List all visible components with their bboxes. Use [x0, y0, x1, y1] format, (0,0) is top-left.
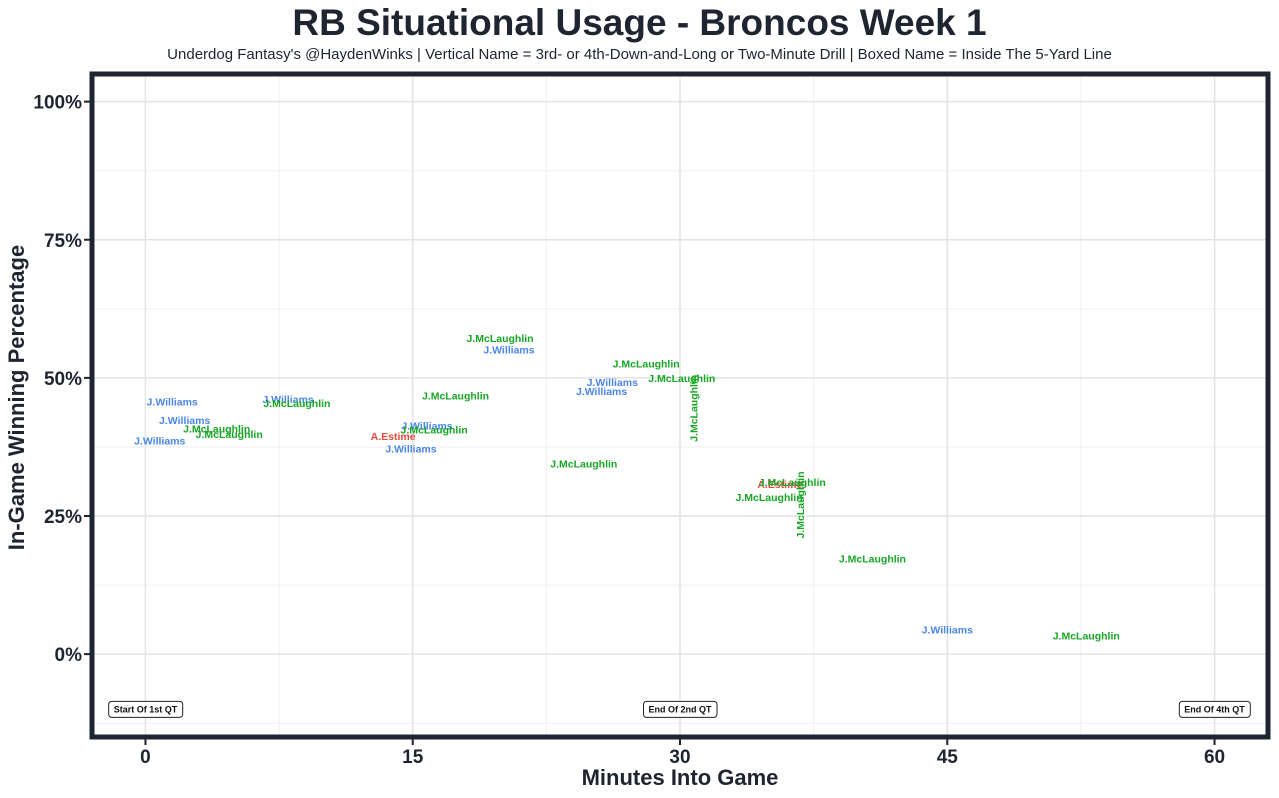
player-label-j-williams: J.Williams [385, 444, 436, 456]
player-label-j-mclaughlin: J.McLaughlin [648, 373, 715, 385]
period-marker-box [643, 700, 718, 718]
player-label-j-mclaughlin: J.McLaughlin [263, 398, 330, 410]
player-label-j-williams: J.Williams [401, 420, 452, 432]
player-label-j-mclaughlin: J.McLaughlin [401, 424, 468, 436]
player-label-j-williams: J.Williams [134, 435, 185, 447]
plot-border [89, 71, 1271, 740]
y-tick-label: 75% [44, 231, 82, 252]
period-marker: End Of 4th QT [1178, 700, 1251, 718]
player-label-j-williams: J.Williams [587, 377, 638, 389]
player-label-j-mclaughlin: J.McLaughlin [196, 429, 263, 441]
x-tick-label: 0 [140, 747, 151, 768]
player-label-j-mclaughlin: J.McLaughlin [1053, 630, 1120, 642]
period-marker-box [1178, 700, 1251, 718]
x-axis-ticks: 0 15 30 45 60 [140, 739, 1225, 768]
x-tick-label: 15 [402, 747, 424, 768]
period-marker-label: Start Of 1st QT [114, 704, 178, 714]
player-label-j-mclaughlin: J.McLaughlin [759, 477, 826, 489]
y-tick-label: 0% [55, 645, 83, 666]
period-marker: End Of 2nd QT [643, 700, 718, 718]
player-label-j-mclaughlin: J.McLaughlin [795, 471, 807, 538]
player-label-j-mclaughlin: J.McLaughlin [839, 554, 906, 566]
player-label-j-williams: J.Williams [576, 386, 627, 398]
chart-subtitle: Underdog Fantasy's @HaydenWinks | Vertic… [167, 46, 1112, 63]
player-label-a-estime: A.Estime [371, 431, 416, 443]
y-tick-label: 50% [44, 369, 82, 390]
period-marker-box [108, 700, 184, 718]
y-tick-label: 25% [44, 507, 82, 528]
x-tick-label: 45 [937, 747, 959, 768]
player-label-j-mclaughlin: J.McLaughlin [688, 375, 700, 442]
player-label-j-williams: J.Williams [262, 394, 313, 406]
y-tick-label: 100% [33, 93, 82, 114]
player-label-a-estime: A.Estime [757, 479, 802, 491]
period-marker-label: End Of 4th QT [1184, 704, 1245, 714]
chart-title: RB Situational Usage - Broncos Week 1 [292, 2, 987, 43]
player-label-j-williams: J.Williams [147, 397, 198, 409]
y-axis-ticks: 0% 25% 50% 75% 100% [33, 93, 90, 666]
period-markers: Start Of 1st QT End Of 2nd QT End Of 4th Q… [108, 700, 1251, 718]
player-label-j-mclaughlin: J.McLaughlin [183, 423, 250, 435]
period-marker-label: End Of 2nd QT [649, 704, 712, 714]
player-label-j-williams: J.Williams [159, 415, 210, 427]
player-label-j-williams: J.Williams [922, 624, 973, 636]
player-label-j-mclaughlin: J.McLaughlin [736, 492, 803, 504]
player-label-j-mclaughlin: J.McLaughlin [466, 333, 533, 345]
player-labels: J.WilliamsJ.WilliamsJ.WilliamsJ.McLaughl… [134, 333, 1120, 642]
player-label-j-williams: J.Williams [483, 344, 534, 356]
grid-lines [92, 74, 1268, 737]
period-marker: Start Of 1st QT [108, 700, 184, 718]
y-axis-title: In-Game Winning Percentage [4, 245, 29, 550]
x-axis-title: Minutes Into Game [582, 765, 779, 790]
player-label-j-mclaughlin: J.McLaughlin [613, 359, 680, 371]
x-tick-label: 60 [1204, 747, 1225, 768]
player-label-j-mclaughlin: J.McLaughlin [422, 391, 489, 403]
x-tick-label: 30 [669, 747, 690, 768]
player-label-j-mclaughlin: J.McLaughlin [550, 459, 617, 471]
